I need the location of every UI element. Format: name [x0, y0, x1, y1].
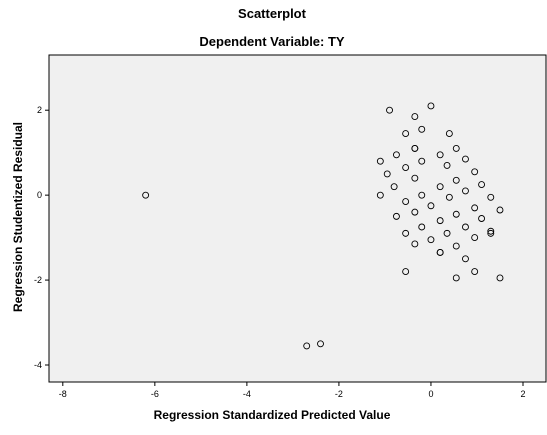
y-tick-label: -2: [34, 275, 42, 285]
scatter-point: [317, 340, 324, 348]
scatter-point: [402, 198, 410, 205]
scatter-point: [376, 157, 384, 165]
scatter-point: [418, 125, 426, 133]
scatter-point: [443, 229, 451, 237]
scatter-point: [411, 144, 419, 152]
scatter-point: [471, 168, 479, 176]
scatter-point: [390, 183, 398, 191]
scatter-point: [487, 193, 495, 201]
scatter-point: [445, 130, 453, 138]
scatter-point: [427, 202, 435, 210]
scatter-point: [462, 255, 469, 263]
scatter-point: [471, 234, 479, 242]
scatter-point: [487, 227, 495, 235]
x-axis-label: Regression Standardized Predicted Value: [154, 408, 391, 422]
chart-subtitle: Dependent Variable: TY: [199, 34, 345, 49]
scatter-point: [452, 242, 460, 250]
scatter-point: [445, 193, 453, 201]
scatter-point: [452, 210, 460, 218]
x-tick-label: -6: [151, 389, 159, 399]
scatter-point: [402, 268, 410, 276]
scatter-point: [402, 164, 410, 171]
scatter-point: [386, 106, 393, 114]
scatter-point: [411, 113, 419, 121]
scatter-point: [303, 342, 311, 350]
scatter-point: [392, 212, 400, 220]
scatter-point: [452, 176, 460, 184]
scatter-point: [462, 155, 469, 163]
scatter-point: [452, 274, 460, 282]
plot-area: [48, 54, 547, 383]
scatter-point: [411, 174, 419, 182]
x-tick-label: -4: [243, 389, 251, 399]
scatter-point: [462, 223, 469, 231]
x-tick-label: 2: [520, 389, 525, 399]
y-tick-label: -4: [34, 360, 42, 370]
scatter-point: [427, 102, 435, 110]
scatter-point: [478, 215, 486, 222]
scatter-point: [436, 217, 444, 225]
scatter-point: [436, 151, 444, 159]
scatter-point: [471, 268, 479, 276]
scatter-point: [418, 223, 426, 231]
scatter-point: [427, 236, 435, 244]
scatter-point: [487, 229, 495, 237]
scatter-point: [376, 191, 384, 199]
axis-ticks: -8 -6 -4 -2 0 2 -4 -2 0 2: [34, 105, 526, 399]
scatter-point: [436, 249, 444, 256]
x-tick-label: -2: [335, 389, 343, 399]
scatter-point: [452, 144, 460, 152]
scatter-point: [411, 240, 419, 248]
y-tick-label: 0: [37, 190, 42, 200]
scatter-point: [142, 191, 150, 199]
x-tick-label: -8: [59, 389, 67, 399]
scatter-point: [462, 187, 469, 195]
scatter-point: [402, 130, 410, 138]
data-points: [142, 102, 504, 350]
scatter-point: [418, 157, 426, 165]
scatter-point: [436, 183, 444, 191]
scatter-point: [392, 151, 400, 159]
y-tick-label: 2: [37, 105, 42, 115]
x-tick-label: 0: [428, 389, 433, 399]
scatter-point: [471, 204, 479, 212]
scatter-point: [402, 229, 410, 237]
scatter-point: [478, 181, 486, 188]
y-axis-label: Regression Studentized Residual: [11, 122, 25, 312]
chart-title: Scatterplot: [238, 6, 307, 21]
scatter-point: [496, 206, 504, 214]
scatter-point: [496, 274, 504, 282]
scatter-point: [418, 191, 426, 199]
scatter-point: [411, 208, 419, 216]
scatter-point: [443, 161, 451, 169]
scatter-point: [383, 170, 391, 178]
